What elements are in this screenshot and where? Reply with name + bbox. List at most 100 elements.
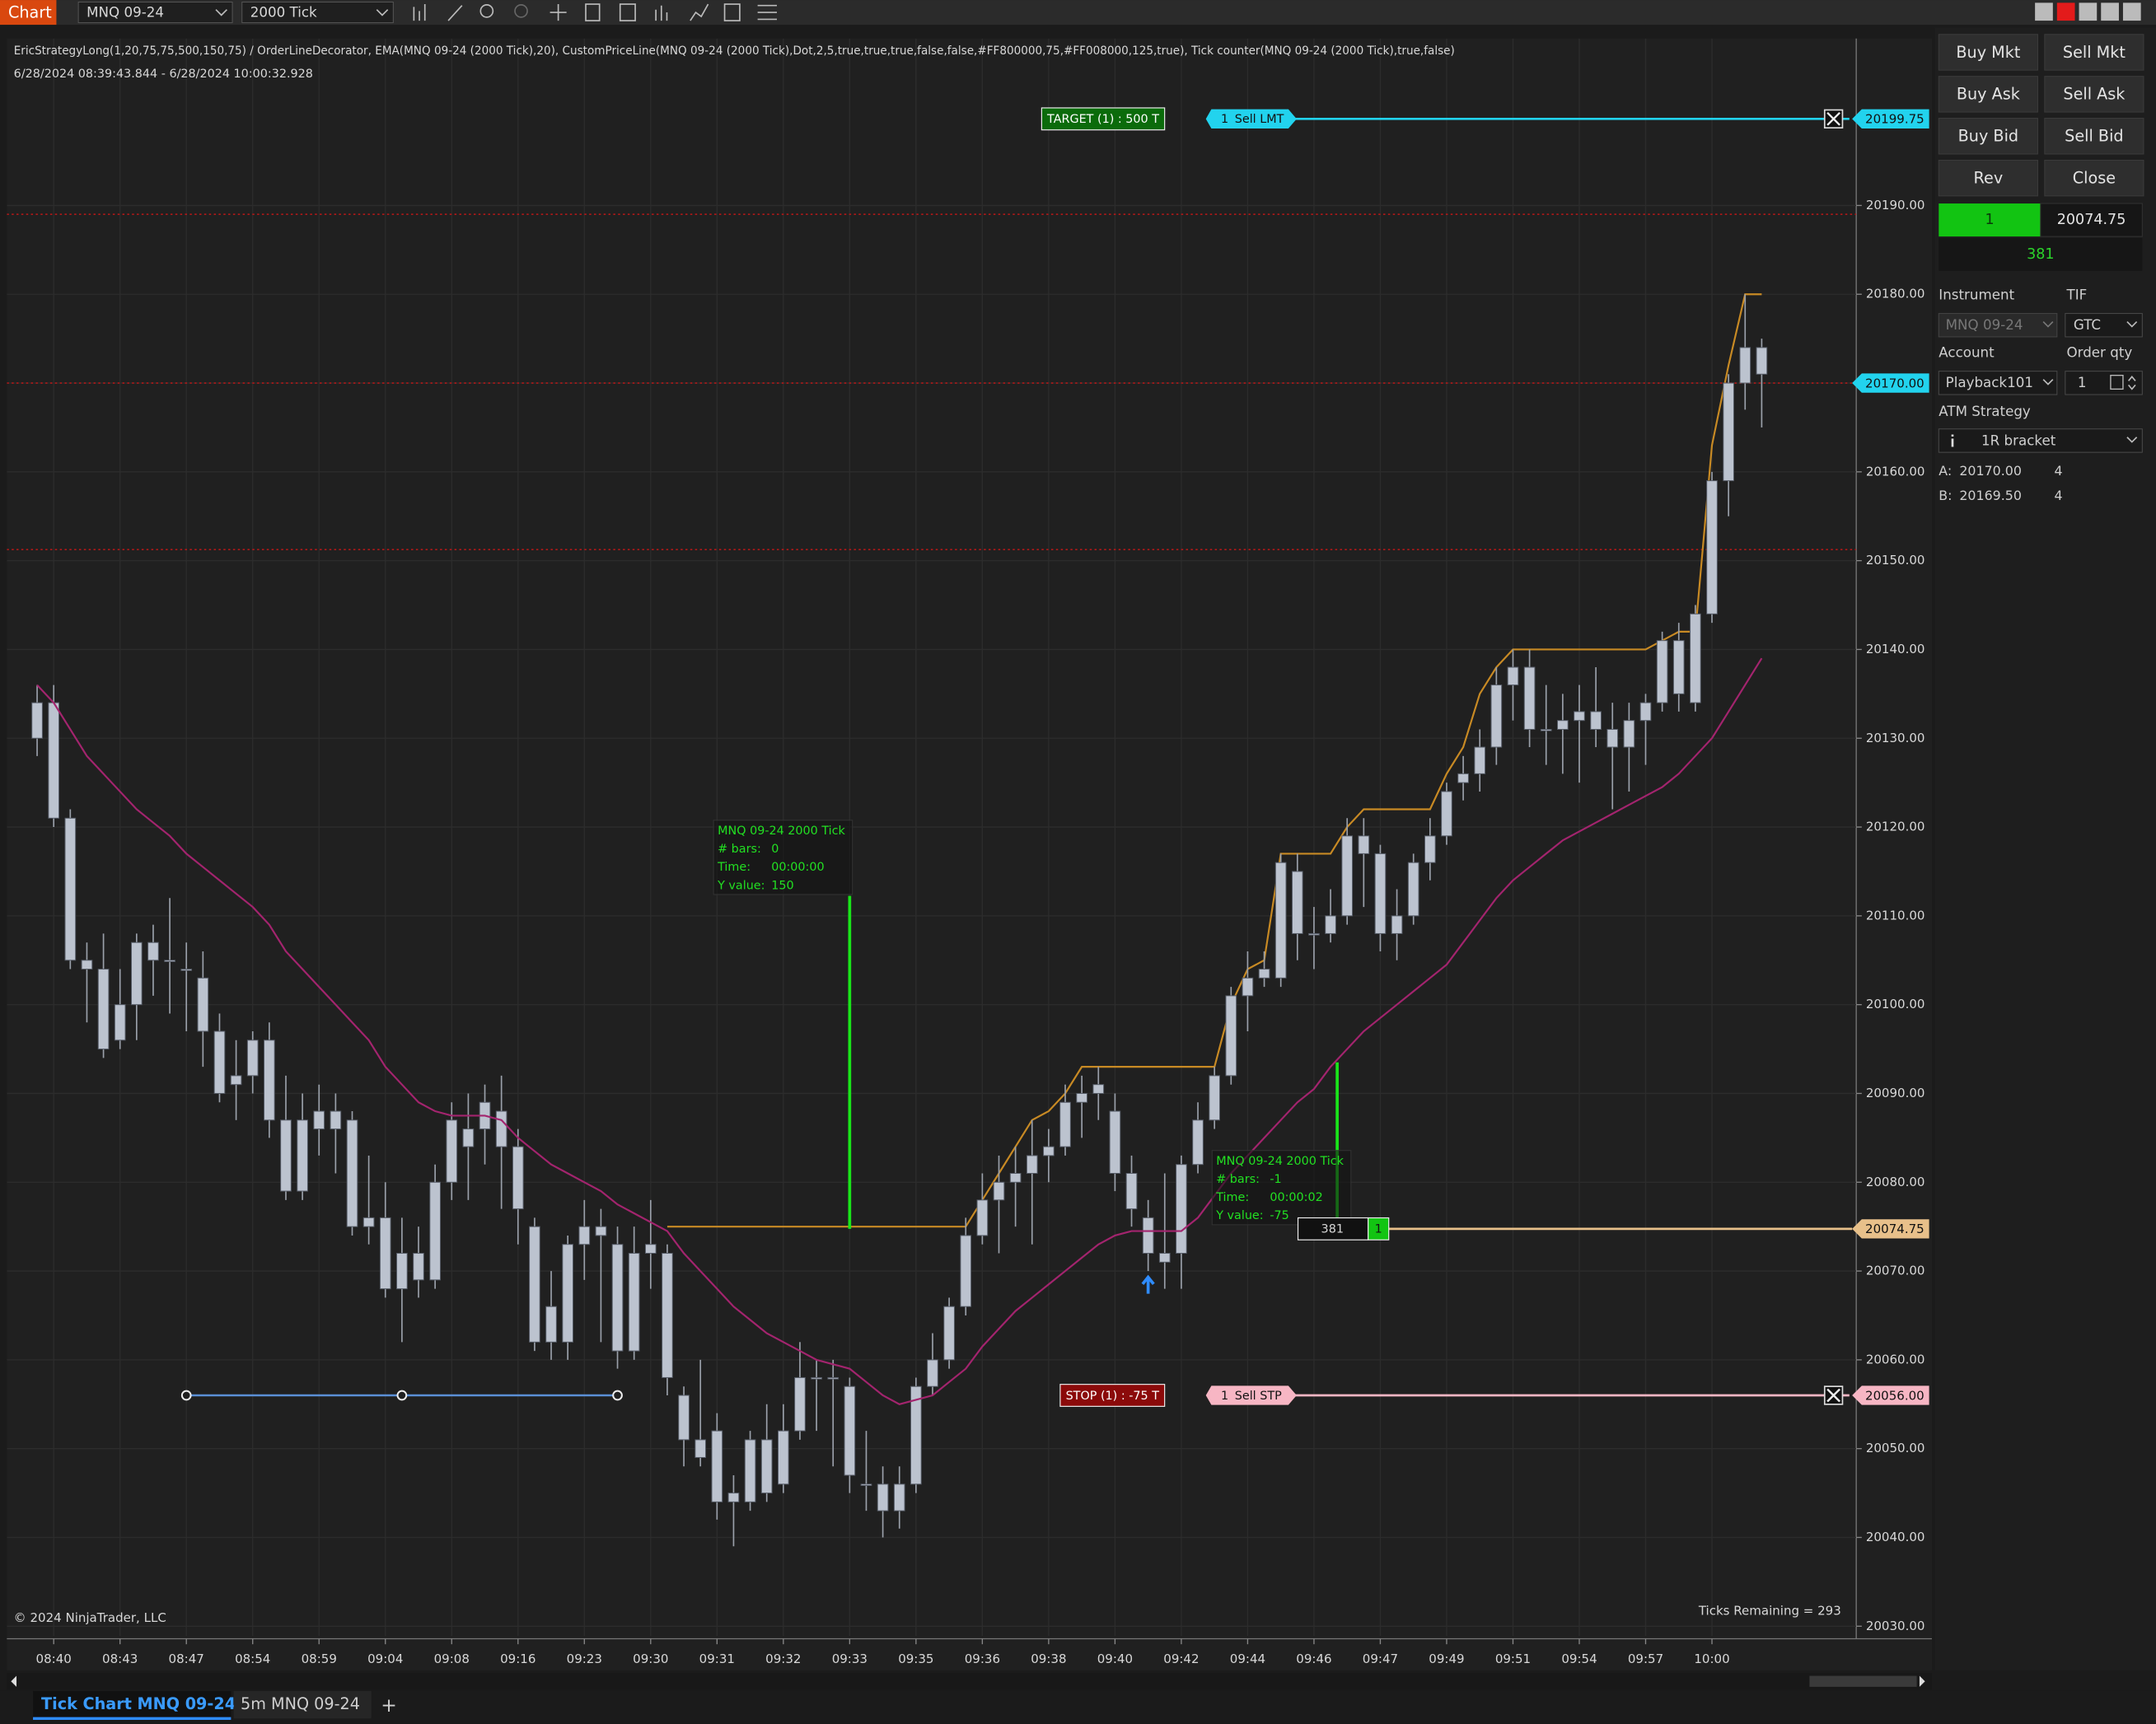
measure-box: [713, 820, 854, 895]
order-tag[interactable]: STOP (1) : -75 T: [1059, 1384, 1166, 1407]
maximize-button[interactable]: [2101, 2, 2119, 21]
scrollbar-thumb[interactable]: [1809, 1675, 1917, 1687]
candle-body: [64, 817, 77, 961]
templates-icon[interactable]: [619, 3, 636, 21]
data-box-icon[interactable]: [585, 3, 601, 21]
menu-icon[interactable]: [757, 4, 777, 21]
candle-body: [927, 1359, 938, 1387]
x-tick-label: 09:35: [898, 1652, 933, 1666]
draw-icon[interactable]: [447, 5, 463, 21]
app-tab[interactable]: [0, 0, 57, 26]
qty-grid-icon[interactable]: [2110, 375, 2124, 390]
candle-body: [578, 1226, 591, 1245]
order-action: Sell LMT: [1235, 113, 1284, 126]
candle-body: [1374, 853, 1387, 934]
zoom-in-icon[interactable]: [479, 4, 494, 18]
order-price-flag-label: 20199.75: [1865, 112, 1924, 127]
position-price-flag-label: 20074.75: [1865, 1222, 1924, 1236]
zoom-out-icon[interactable]: [514, 4, 528, 18]
qty-spinner[interactable]: [2127, 376, 2136, 390]
candle-body: [230, 1075, 242, 1086]
minimize-button[interactable]: [2079, 2, 2098, 21]
y-tick-label: 20070.00: [1866, 1264, 1925, 1278]
qty-input[interactable]: [2065, 371, 2143, 395]
candle-body: [48, 702, 60, 819]
candle-body: [164, 960, 175, 962]
instrument-select[interactable]: [1938, 313, 2058, 338]
candle-body: [1142, 1217, 1154, 1254]
order-button[interactable]: [1938, 76, 2038, 113]
drawn-line-anchor[interactable]: [396, 1390, 408, 1401]
candle-body: [1059, 1101, 1071, 1147]
candle-body: [396, 1253, 408, 1290]
dropdown-arrow: [376, 9, 389, 16]
tif-select[interactable]: [2065, 313, 2143, 338]
order-button[interactable]: [2044, 159, 2144, 197]
candle-body: [1557, 720, 1569, 730]
x-tick-label: 09:38: [1031, 1652, 1066, 1666]
properties-icon[interactable]: [723, 3, 741, 21]
instrument-label: Instrument: [1939, 287, 2014, 302]
measure-value: 00:00:02: [1270, 1191, 1322, 1204]
instrument-select[interactable]: [77, 2, 233, 24]
order-tag[interactable]: TARGET (1) : 500 T: [1041, 107, 1166, 131]
drawn-line-anchor[interactable]: [612, 1390, 623, 1401]
candle-body: [1574, 711, 1585, 722]
y-tick-label: 20190.00: [1866, 198, 1925, 213]
candle-body: [1706, 480, 1718, 614]
position-qty-box[interactable]: [1368, 1217, 1390, 1240]
account-label: Account: [1939, 344, 1995, 360]
interval-select[interactable]: [241, 2, 394, 24]
candle-body: [611, 1244, 624, 1352]
account-select[interactable]: [1938, 371, 2058, 395]
candle-body: [1192, 1119, 1204, 1166]
tab-active[interactable]: [33, 1690, 232, 1719]
candle-body: [1158, 1253, 1171, 1263]
chart-title: EricStrategyLong(1,20,75,75,500,150,75) …: [14, 44, 1455, 58]
window-button[interactable]: [2035, 2, 2053, 21]
candle-body: [147, 941, 159, 961]
candle-body: [1291, 871, 1303, 934]
candle-body: [628, 1253, 640, 1352]
tab[interactable]: [233, 1690, 372, 1719]
indicators-icon[interactable]: [655, 5, 668, 21]
candle-body: [1043, 1146, 1055, 1156]
order-box[interactable]: [1205, 109, 1297, 129]
plot-area: MNQ 09-24 2000 Tick # bars: 0 Time: 00:00:00…: [7, 38, 1929, 1666]
candle-body: [413, 1253, 424, 1281]
order-button[interactable]: [2044, 76, 2144, 113]
strategies-icon[interactable]: [690, 3, 709, 21]
close-button[interactable]: [2122, 2, 2141, 21]
position-pnl-box[interactable]: [1297, 1217, 1369, 1240]
plot-layer: MNQ 09-24 2000 Tick # bars: 0 Time: 00:00:00…: [7, 38, 1857, 1637]
candle-body: [1540, 728, 1552, 731]
atm-select[interactable]: [1938, 428, 2143, 453]
bars-icon[interactable]: [413, 4, 426, 21]
add-tab[interactable]: +: [381, 1694, 397, 1717]
last-price-flag: [1852, 373, 1929, 393]
candle-body: [1424, 835, 1436, 863]
order-button[interactable]: [2044, 34, 2144, 71]
y-tick-label: 20160.00: [1866, 464, 1925, 479]
order-button[interactable]: [1938, 159, 2038, 197]
y-tick-label: 20100.00: [1866, 997, 1925, 1012]
crosshair-icon[interactable]: [550, 4, 567, 21]
order-button-label: Sell Mkt: [2063, 43, 2126, 62]
y-tick-label: 20150.00: [1866, 553, 1925, 568]
x-tick-label: 08:54: [235, 1652, 270, 1666]
x-tick-label: 09:46: [1296, 1652, 1331, 1666]
drawn-line-anchor[interactable]: [180, 1390, 192, 1401]
window-button[interactable]: [2056, 2, 2075, 21]
order-button[interactable]: [1938, 118, 2038, 155]
x-tick-label: 09:16: [500, 1652, 535, 1666]
order-button[interactable]: [2044, 118, 2144, 155]
candle-body: [860, 1483, 872, 1486]
scrollbar[interactable]: [7, 1673, 1932, 1690]
interval-value: 2000 Tick: [250, 4, 317, 20]
candle-body: [1092, 1084, 1105, 1094]
order-box[interactable]: [1205, 1385, 1297, 1405]
order-button[interactable]: [1938, 34, 2038, 71]
ema-line: [36, 657, 1763, 1405]
order-qty: 1: [1221, 1390, 1228, 1403]
candle-body: [379, 1217, 391, 1290]
